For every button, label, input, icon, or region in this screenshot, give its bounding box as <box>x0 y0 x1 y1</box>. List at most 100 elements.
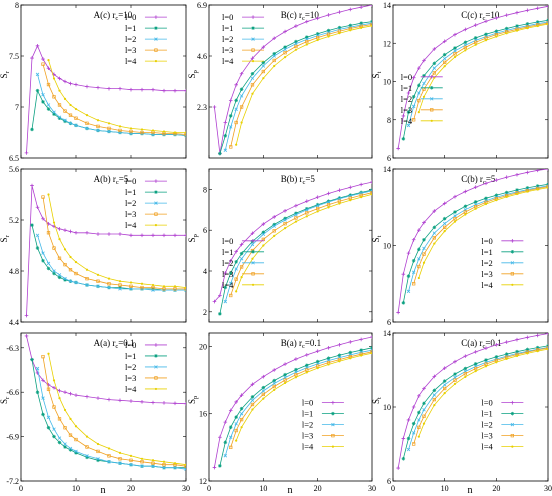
legend-label: l=0 <box>481 398 492 408</box>
legend-marker <box>154 201 158 205</box>
data-point <box>432 61 437 66</box>
data-point <box>463 210 467 214</box>
data-point <box>52 271 56 276</box>
data-point <box>173 131 177 134</box>
legend-label: l=2 <box>222 258 233 268</box>
data-point <box>74 107 78 111</box>
legend-marker <box>510 433 514 438</box>
data-point <box>294 220 298 223</box>
y-tick-label: 10 <box>383 242 391 251</box>
data-point <box>535 169 540 173</box>
data-point <box>359 182 363 187</box>
legend-label: l=4 <box>481 280 493 290</box>
data-point <box>504 26 509 31</box>
panel-bc: 2.3 4.6 6.9 Sp B(c) rc=10 l=0l=1l=2l=3l=4 <box>187 1 373 159</box>
data-point <box>305 19 309 24</box>
data-point <box>229 293 233 298</box>
data-point <box>349 29 352 32</box>
data-point <box>162 88 166 93</box>
data-point <box>234 260 238 264</box>
data-point <box>412 442 416 446</box>
legend-label: l=4 <box>125 220 137 230</box>
data-point <box>63 442 67 446</box>
data-point <box>118 285 122 290</box>
data-point <box>283 381 287 385</box>
data-point <box>411 431 416 435</box>
panel-title: B(c) rc=10 <box>281 10 320 22</box>
data-point <box>261 392 265 397</box>
series-line <box>224 349 372 456</box>
y-tick-label: 6 <box>203 226 207 235</box>
data-point <box>218 464 222 468</box>
data-point <box>229 435 233 439</box>
y-tick-label: 20 <box>199 342 207 351</box>
data-point <box>453 55 457 59</box>
data-point <box>140 460 144 464</box>
data-point <box>464 375 467 378</box>
legend-marker <box>251 60 255 63</box>
data-point <box>223 454 228 458</box>
series-line <box>230 192 372 296</box>
y-tick-label: 10 <box>383 78 391 87</box>
series-l2 <box>406 345 548 452</box>
data-point <box>294 42 298 46</box>
data-point <box>417 276 420 280</box>
data-point <box>85 230 89 235</box>
data-point <box>57 116 62 121</box>
data-point <box>272 384 276 389</box>
data-point <box>359 337 363 342</box>
data-point <box>433 404 436 407</box>
data-point <box>69 255 72 259</box>
legend-marker <box>251 15 255 19</box>
panel-title: A(b) rc=5 <box>94 174 129 186</box>
series-l1 <box>30 357 186 470</box>
data-point <box>406 274 411 278</box>
data-point <box>118 451 122 454</box>
data-point <box>162 401 166 405</box>
data-point <box>96 273 100 276</box>
data-point <box>422 220 426 225</box>
data-point <box>315 202 320 207</box>
series-line <box>214 5 372 154</box>
data-point <box>283 372 287 377</box>
series-line <box>37 368 186 470</box>
legend-label: l=2 <box>481 258 492 268</box>
data-point <box>63 97 67 100</box>
data-point <box>234 422 238 426</box>
data-point <box>283 218 287 222</box>
data-point <box>74 449 78 454</box>
series-l0 <box>396 169 548 315</box>
y-axis-label: Sr <box>0 70 11 78</box>
panel-title: B(a) rc=0.1 <box>281 338 321 350</box>
data-point <box>41 93 45 97</box>
data-point <box>326 28 331 33</box>
data-point <box>417 410 421 415</box>
data-point <box>272 368 276 372</box>
data-point <box>129 462 133 467</box>
series-line <box>48 353 186 466</box>
data-point <box>68 279 73 283</box>
data-point <box>464 49 467 52</box>
data-point <box>107 86 111 91</box>
legend-marker <box>511 283 514 286</box>
series-l4 <box>235 352 372 442</box>
data-point <box>212 465 217 470</box>
data-point <box>401 137 406 141</box>
legend-marker <box>154 37 158 41</box>
data-point <box>74 425 78 428</box>
x-tick-label: 30 <box>368 484 376 493</box>
data-point <box>250 83 255 87</box>
data-point <box>63 262 67 267</box>
data-point <box>229 145 233 149</box>
data-point <box>63 118 67 122</box>
data-point <box>162 463 166 467</box>
plot-frame <box>20 4 187 159</box>
data-point <box>223 285 228 290</box>
data-point <box>261 230 266 235</box>
data-point <box>184 467 186 471</box>
plot-frame <box>20 168 187 323</box>
data-point <box>41 355 45 359</box>
panel-title: A(c) rc=10 <box>94 10 133 22</box>
series-l0 <box>396 333 548 470</box>
